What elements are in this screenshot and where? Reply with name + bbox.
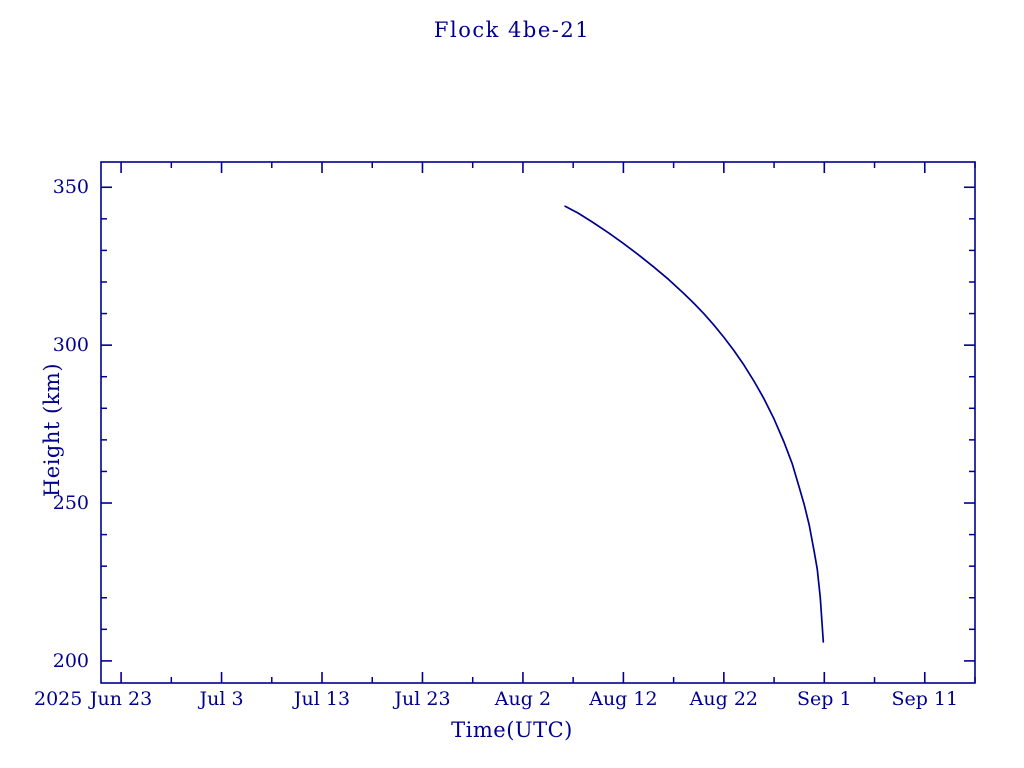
x-axis-tick-label: Jul 3 <box>199 688 244 710</box>
chart-title: Flock 4be-21 <box>433 18 591 42</box>
data-series-group <box>564 205 825 643</box>
axis-ticks <box>101 162 976 683</box>
x-axis-title: Time(UTC) <box>451 718 573 742</box>
x-axis-tick-label: Jul 13 <box>293 688 351 710</box>
y-axis-tick-label: 200 <box>52 649 89 672</box>
x-axis-year-label: 2025 <box>34 688 83 710</box>
x-axis-tick-label: Sep 11 <box>891 688 959 710</box>
y-axis-tick-label: 300 <box>52 334 89 357</box>
plot-frame-rect <box>100 161 976 684</box>
x-axis-tick-label: Aug 22 <box>689 688 759 710</box>
x-axis-tick-label: Aug 2 <box>494 688 552 710</box>
x-axis-tick-label: Jul 23 <box>394 688 451 710</box>
y-axis-tick-label: 350 <box>52 176 89 199</box>
y-axis-tick-label: 250 <box>52 492 89 515</box>
y-axis-title: Height (km) <box>40 362 64 498</box>
plot-frame <box>100 161 976 684</box>
x-axis-tick-label: Aug 12 <box>589 688 658 710</box>
data-series-line <box>564 205 825 643</box>
x-axis-tick-label: Sep 1 <box>797 688 852 710</box>
x-axis-tick-label: Jun 23 <box>89 688 153 710</box>
